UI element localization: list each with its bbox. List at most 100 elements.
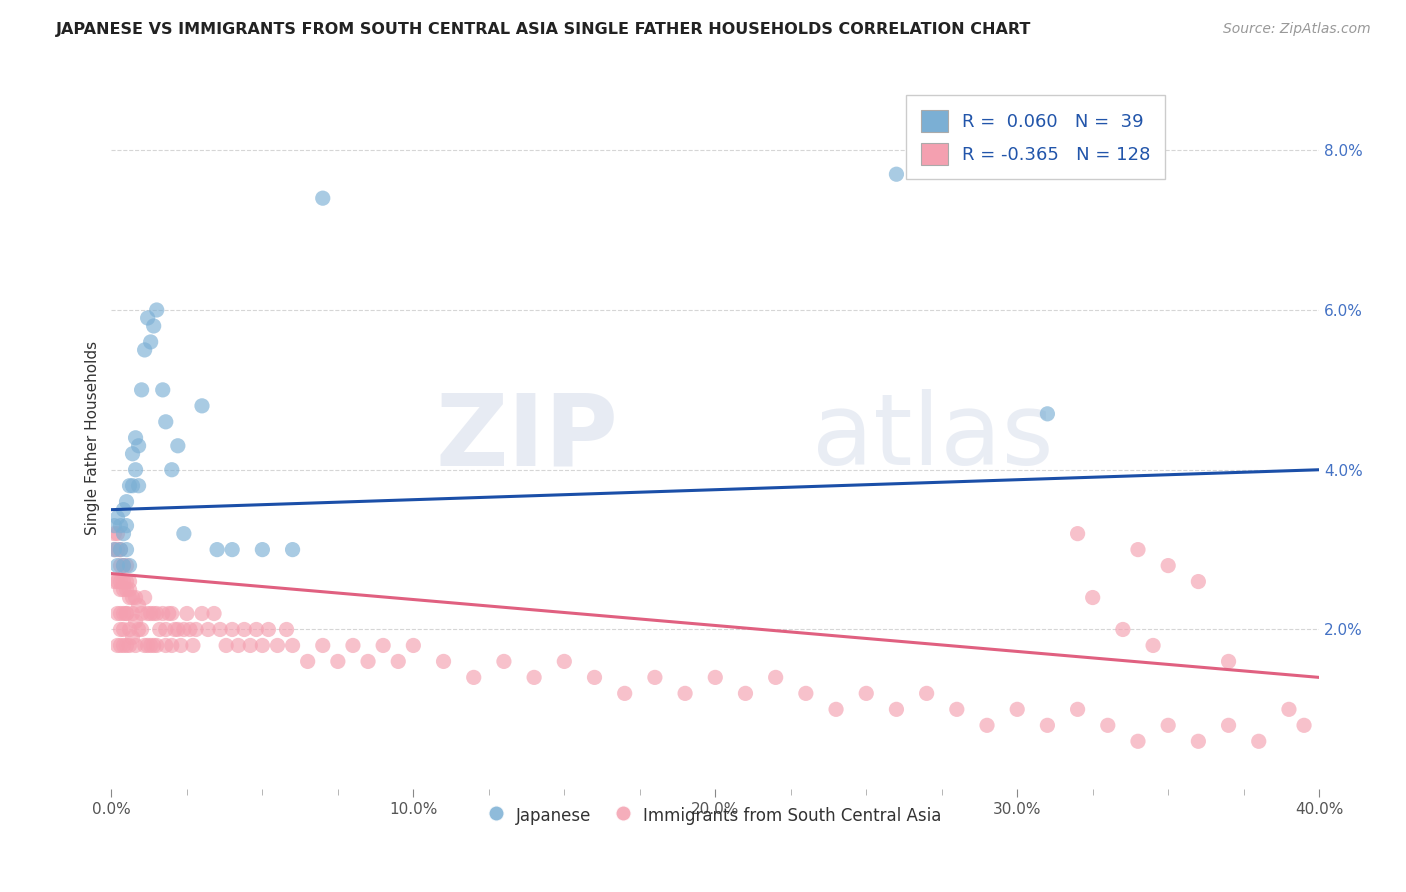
Point: [152, 607, 174, 621]
Point: [155, 415, 177, 429]
Point: [139, 607, 162, 621]
Point: [112, 526, 135, 541]
Point: [205, 542, 228, 557]
Point: [1036, 718, 1059, 732]
Point: [145, 639, 167, 653]
Point: [124, 615, 146, 629]
Point: [115, 494, 138, 508]
Point: [118, 582, 141, 597]
Point: [142, 318, 165, 333]
Point: [121, 631, 143, 645]
Point: [115, 574, 138, 589]
Point: [110, 518, 132, 533]
Point: [103, 518, 125, 533]
Point: [613, 686, 636, 700]
Point: [463, 670, 485, 684]
Point: [115, 518, 138, 533]
Point: [124, 591, 146, 605]
Point: [115, 582, 138, 597]
Legend: Japanese, Immigrants from South Central Asia: Japanese, Immigrants from South Central …: [481, 797, 949, 834]
Point: [139, 639, 162, 653]
Point: [197, 623, 219, 637]
Point: [136, 310, 159, 325]
Point: [107, 607, 129, 621]
Point: [765, 670, 787, 684]
Point: [176, 607, 198, 621]
Point: [149, 623, 172, 637]
Point: [886, 702, 908, 716]
Point: [139, 334, 162, 349]
Point: [704, 670, 727, 684]
Point: [181, 639, 204, 653]
Point: [121, 447, 143, 461]
Point: [946, 702, 969, 716]
Point: [191, 399, 214, 413]
Point: [281, 639, 304, 653]
Point: [1218, 718, 1240, 732]
Point: [124, 463, 146, 477]
Point: [121, 479, 143, 493]
Point: [142, 607, 165, 621]
Point: [118, 639, 141, 653]
Point: [1112, 623, 1135, 637]
Point: [131, 383, 153, 397]
Point: [160, 607, 183, 621]
Point: [1218, 655, 1240, 669]
Point: [245, 623, 267, 637]
Point: [103, 574, 125, 589]
Point: [134, 639, 156, 653]
Point: [103, 542, 125, 557]
Point: [1126, 542, 1149, 557]
Point: [266, 639, 288, 653]
Point: [110, 639, 132, 653]
Point: [118, 574, 141, 589]
Point: [112, 607, 135, 621]
Point: [1157, 558, 1180, 573]
Point: [1157, 718, 1180, 732]
Point: [128, 599, 150, 613]
Point: [644, 670, 666, 684]
Point: [312, 639, 335, 653]
Point: [173, 526, 195, 541]
Point: [173, 623, 195, 637]
Point: [221, 542, 243, 557]
Point: [112, 582, 135, 597]
Point: [115, 639, 138, 653]
Point: [160, 463, 183, 477]
Point: [112, 574, 135, 589]
Point: [112, 639, 135, 653]
Point: [1142, 639, 1164, 653]
Point: [107, 574, 129, 589]
Point: [166, 439, 188, 453]
Point: [124, 639, 146, 653]
Point: [107, 558, 129, 573]
Point: [1097, 718, 1119, 732]
Point: [118, 591, 141, 605]
Point: [110, 542, 132, 557]
Point: [112, 558, 135, 573]
Text: atlas: atlas: [811, 389, 1053, 486]
Point: [257, 623, 280, 637]
Y-axis label: Single Father Households: Single Father Households: [86, 341, 100, 535]
Point: [124, 431, 146, 445]
Point: [107, 510, 129, 524]
Point: [402, 639, 425, 653]
Point: [110, 574, 132, 589]
Point: [166, 623, 188, 637]
Point: [492, 655, 515, 669]
Point: [342, 639, 364, 653]
Point: [209, 623, 232, 637]
Point: [128, 439, 150, 453]
Point: [915, 686, 938, 700]
Point: [1066, 526, 1088, 541]
Point: [131, 623, 153, 637]
Point: [134, 343, 156, 357]
Point: [160, 639, 183, 653]
Point: [281, 542, 304, 557]
Point: [110, 623, 132, 637]
Point: [128, 623, 150, 637]
Point: [136, 607, 159, 621]
Point: [110, 607, 132, 621]
Point: [136, 639, 159, 653]
Point: [163, 623, 186, 637]
